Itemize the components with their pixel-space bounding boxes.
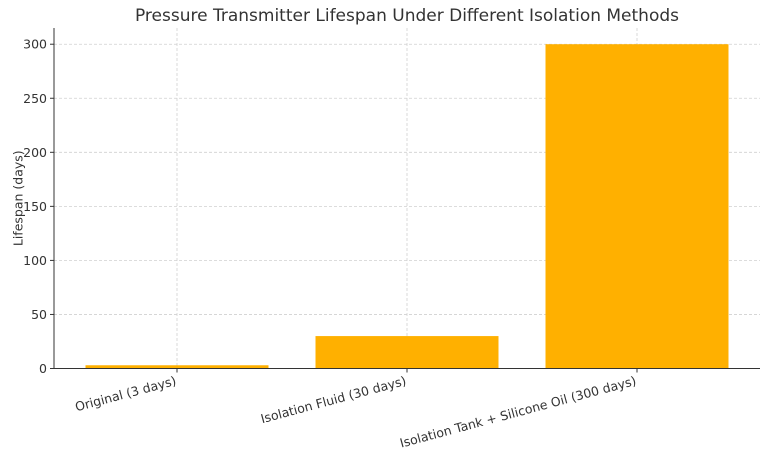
- y-tick-label: 50: [31, 307, 47, 322]
- y-tick-label: 250: [23, 91, 47, 106]
- x-tick-label: Original (3 days): [73, 373, 177, 414]
- bar: [315, 336, 499, 369]
- y-tick-label: 200: [23, 145, 47, 160]
- x-tick-label: Isolation Tank + Silicone Oil (300 days): [398, 373, 638, 451]
- y-tick-label: 150: [23, 199, 47, 214]
- bar: [85, 365, 269, 369]
- chart-title: Pressure Transmitter Lifespan Under Diff…: [135, 6, 679, 26]
- y-tick-label: 100: [23, 253, 47, 268]
- y-tick-label: 300: [23, 37, 47, 52]
- y-tick-label: 0: [39, 361, 47, 376]
- y-axis-label: Lifespan (days): [10, 150, 25, 246]
- x-axis-ticks: Original (3 days) Isolation Fluid (30 day…: [73, 368, 638, 451]
- y-axis-ticks: 0 50 100 150 200 250 300: [23, 37, 54, 376]
- bar: [545, 44, 729, 369]
- x-tick-label: Isolation Fluid (30 days): [259, 373, 408, 426]
- bars: [85, 44, 729, 369]
